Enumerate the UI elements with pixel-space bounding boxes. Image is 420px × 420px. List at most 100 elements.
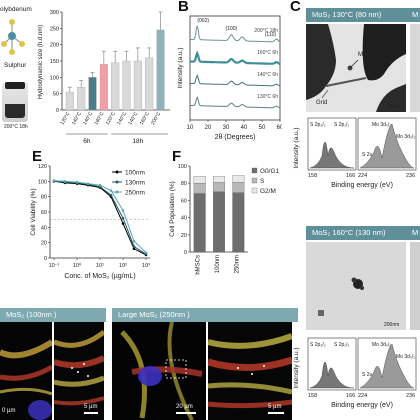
viability-point — [132, 245, 136, 248]
x-tick-label: 140°C — [127, 111, 139, 126]
x-tick-label: 50 — [259, 125, 266, 131]
y-tick-label: 300 — [50, 10, 59, 16]
y-tick-label: 150 — [50, 59, 59, 65]
peak-label: (002) — [197, 18, 209, 24]
panel-c-header-bottom: MoS₂ 160°C (130 nm) — [306, 226, 412, 240]
xps-peak-s — [309, 141, 355, 169]
xps-label-s2s: S 2s — [362, 152, 373, 158]
x-tick-label: 250nm — [234, 255, 240, 273]
x-tick-label: 10¹ — [96, 263, 104, 269]
x-tick-label: 160°C — [93, 111, 105, 126]
mos2-label: MoS₂ — [358, 52, 373, 58]
y-tick-label: 40 — [181, 216, 187, 222]
tem-image-160c: 200nm — [306, 242, 406, 330]
grid-label: Grid — [316, 100, 328, 106]
fluorescence-image-1: 0 µm — [0, 322, 52, 420]
panel-f-letter: F — [172, 148, 182, 165]
xps-label-mo3d52: Mo 3d₅/₂ — [372, 342, 391, 348]
panel-c-header-top: MoS₂ 130°C (80 nm) — [306, 8, 412, 22]
bar — [65, 91, 74, 111]
xrd-series-line — [190, 50, 281, 65]
legend-label: G0/G1 — [260, 168, 280, 175]
viability-point — [121, 209, 125, 212]
x-tick-label: 140°C — [71, 111, 83, 126]
header-large-mos2-250nm: Large MoS₂ (250nm ) — [112, 308, 298, 322]
x-tick-label: 10³ — [142, 263, 150, 269]
tem-image-cut-top — [410, 24, 420, 112]
hydrodynamic-size-chart: 0 50 100 150 200 250 300 Hydrodynamic size (h.d… — [38, 10, 170, 145]
legend-label: 130nm — [125, 180, 145, 187]
stacked-bar-segment — [193, 176, 206, 184]
xps-label-s2p12: S 2p₁/₂ — [334, 122, 349, 128]
plot-frame — [189, 15, 281, 121]
x-tick-label: 158 — [308, 393, 317, 399]
bar — [99, 64, 108, 111]
x-tick-label: 224 — [358, 393, 367, 399]
y-tick-label: 40 — [41, 225, 47, 231]
viability-point — [75, 180, 79, 184]
y-tick-label: 0 — [184, 250, 187, 256]
y-tick-label: 0 — [56, 108, 59, 114]
x-tick-label: hMSCs — [196, 255, 202, 275]
x-tick-label: 224 — [358, 173, 367, 179]
tem-image-130c: MoS₂ Grid 200nm — [306, 24, 406, 112]
y-axis-label: Hydrodynamic size (h.d.nm) — [38, 25, 44, 100]
x-tick-label: 10² — [119, 263, 127, 269]
x-tick-label: 100nm — [215, 255, 221, 273]
y-tick-label: 20 — [181, 233, 187, 239]
scale-label-5um-left: 5 µm — [84, 404, 98, 410]
scalebar-20um — [176, 412, 196, 414]
panel-c-header-top-cut: M — [410, 8, 420, 22]
viability-point — [132, 239, 136, 243]
x-tick-label: 166 — [346, 173, 355, 179]
legend-label: 100nm — [125, 170, 145, 177]
xps-label-s2s: S 2s — [362, 372, 373, 378]
x-axis-label: 2θ (Degrees) — [215, 134, 256, 141]
y-axis-label: Intensity (a.u.) — [293, 347, 300, 388]
xps-label-mo3d32: Mo 3d₃/₂ — [396, 134, 415, 140]
scale-label-left: 0 µm — [2, 408, 16, 414]
viability-point — [98, 183, 102, 187]
xps-peak-s — [309, 361, 355, 389]
vial-photo — [2, 82, 28, 122]
xps-peak-mo — [359, 123, 415, 169]
bar — [133, 60, 142, 111]
x-axis-label: Binding energy (eV) — [331, 182, 393, 189]
y-tick-label: 20 — [41, 241, 47, 247]
x-tick-label: 236 — [406, 393, 415, 399]
xps-label-s2p12: S 2p₁/₂ — [334, 342, 349, 348]
y-tick-label: 100 — [178, 164, 187, 170]
x-tick-label: 20 — [205, 125, 212, 131]
x-tick-label: 140°C — [82, 111, 94, 126]
cell-viability-chart: 0 20 40 60 80 100 120 10⁻¹ 10⁰ 10¹ 10² 10³ Conc. of … — [30, 164, 150, 280]
xps-frame-s — [307, 337, 357, 391]
xrd-series-line — [190, 95, 281, 109]
bar — [111, 62, 120, 111]
vial-label: 200°C 18h — [4, 124, 28, 130]
y-tick-label: 100 — [50, 75, 59, 81]
scale-label-5um-right: 5 µm — [268, 404, 282, 410]
fluorescence-image-4: 5 µm — [208, 322, 292, 420]
y-axis-label: Cell Population (%) — [169, 181, 176, 237]
xps-chart-top: Intensity (a.u.) S 2p₃/₂ S 2p₁/₂ Mo 3d₅/₂ Mo… — [293, 117, 417, 189]
series-label: 130°C 6h — [257, 94, 278, 100]
x-tick-label: 120°C — [59, 111, 71, 126]
xps-frame-mo — [357, 117, 417, 171]
stacked-bar-segment — [232, 182, 245, 193]
cell-population-chart: 0 20 40 60 80 100 Cell Population (%) hMSCs 100n… — [169, 164, 280, 275]
x-tick-label: 120°C — [105, 111, 117, 126]
bar — [88, 77, 97, 111]
molybdenum-label: olybdenum — [0, 6, 32, 13]
viability-point — [86, 182, 90, 185]
header-mos2-100nm: MoS₂ (100nm ) — [0, 308, 106, 322]
y-tick-label: 200 — [50, 43, 59, 49]
x-axis-label: Conc. of MoS₂ (µg/mL) — [64, 273, 135, 280]
y-tick-label: 60 — [41, 210, 47, 216]
viability-point — [132, 247, 136, 251]
viability-point — [121, 222, 125, 225]
legend-label: G2/M — [260, 188, 276, 195]
legend-swatch — [251, 177, 258, 184]
sulphur-label: Sulphur — [4, 62, 27, 69]
stacked-bar-segment — [193, 183, 206, 194]
viability-point — [109, 193, 113, 197]
